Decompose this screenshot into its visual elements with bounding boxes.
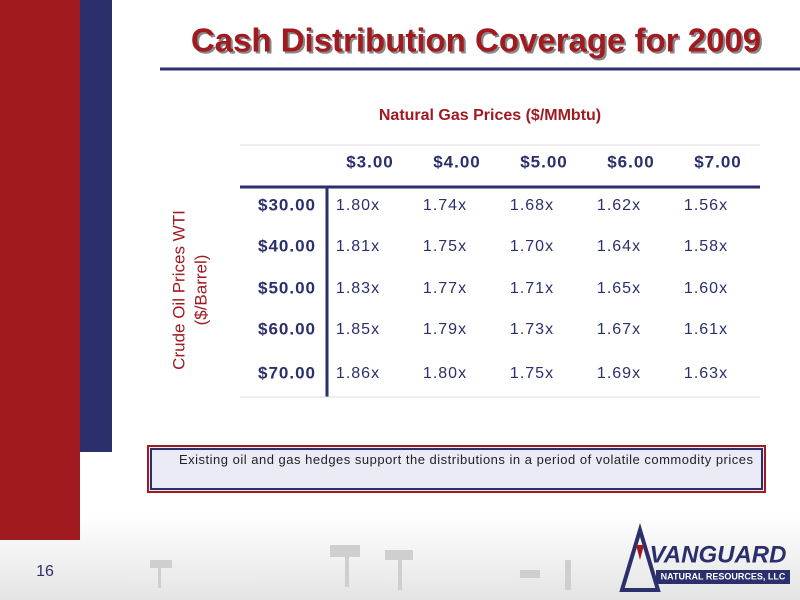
- column-header: $3.00: [346, 152, 394, 171]
- red-side-bar: [0, 0, 80, 540]
- cell: 1.73x: [510, 321, 554, 338]
- logo-name: VANGUARD: [650, 541, 787, 568]
- cell: 1.68x: [510, 197, 554, 214]
- navy-side-bar: [80, 0, 112, 452]
- cell: 1.71x: [510, 280, 554, 297]
- row-title-line: Crude Oil Prices WTI: [169, 210, 188, 370]
- logo: VANGUARD NATURAL RESOURCES, LLC: [619, 523, 790, 592]
- column-header: $5.00: [520, 152, 568, 171]
- cell: 1.60x: [684, 280, 728, 297]
- cell: 1.56x: [684, 197, 728, 214]
- row-header: $40.00: [258, 236, 316, 255]
- cell: 1.80x: [336, 197, 380, 214]
- note: Existing oil and gas hedges support the …: [179, 452, 754, 467]
- title-shadow: Cash Distribution Coverage for 2009: [193, 24, 763, 61]
- logo-subtitle: NATURAL RESOURCES, LLC: [661, 571, 786, 581]
- cell: 1.79x: [423, 321, 467, 338]
- cell: 1.75x: [510, 365, 554, 382]
- cell: 1.65x: [597, 280, 641, 297]
- cell: 1.63x: [684, 365, 728, 382]
- cell: 1.70x: [510, 238, 554, 255]
- cell: 1.74x: [423, 197, 467, 214]
- row-header: $70.00: [258, 363, 316, 382]
- cell: 1.58x: [684, 238, 728, 255]
- table: $3.00 $4.00 $5.00 $6.00 $7.00 $30.00 1.80x 1.74…: [258, 152, 742, 382]
- cell: 1.61x: [684, 321, 728, 338]
- cell: 1.62x: [597, 197, 641, 214]
- column-header: $4.00: [433, 152, 481, 171]
- cell: 1.77x: [423, 280, 467, 297]
- note-box: Existing oil and gas hedges support the …: [147, 445, 766, 493]
- row-title-line: ($/Barrel): [191, 255, 210, 326]
- page-number: 16: [36, 563, 54, 580]
- row-header: $30.00: [258, 195, 316, 214]
- row-header: $50.00: [258, 278, 316, 297]
- column-title: Natural Gas Prices ($/MMbtu): [379, 107, 601, 124]
- row-header: $60.00: [258, 319, 316, 338]
- title: Cash Distribution Coverage for 2009: [191, 22, 761, 59]
- cell: 1.85x: [336, 321, 380, 338]
- cell: 1.80x: [423, 365, 467, 382]
- column-header: $6.00: [607, 152, 655, 171]
- cell: 1.86x: [336, 365, 380, 382]
- cell: 1.64x: [597, 238, 641, 255]
- row-title: Crude Oil Prices WTI ($/Barrel): [169, 210, 210, 370]
- cell: 1.83x: [336, 280, 380, 297]
- cell: 1.67x: [597, 321, 641, 338]
- derricks: [150, 545, 571, 590]
- cell: 1.81x: [336, 238, 380, 255]
- column-header: $7.00: [694, 152, 742, 171]
- cell: 1.75x: [423, 238, 467, 255]
- cell: 1.69x: [597, 365, 641, 382]
